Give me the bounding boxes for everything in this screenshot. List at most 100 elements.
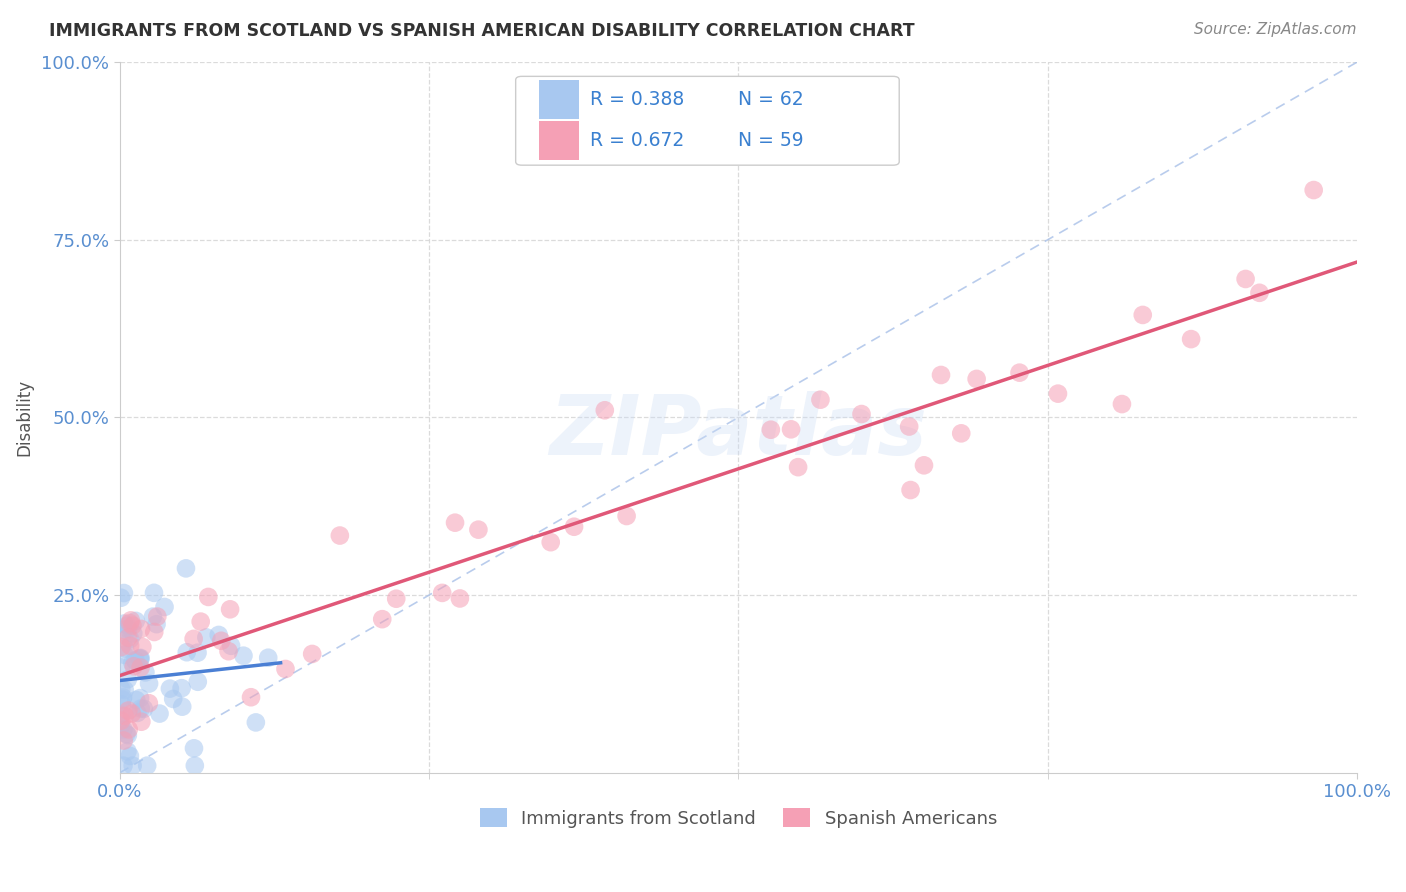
Point	[197, 590, 219, 604]
Point	[371, 612, 394, 626]
Point	[143, 625, 166, 640]
Point	[117, 618, 139, 632]
Point	[176, 645, 198, 659]
Point	[183, 632, 205, 646]
FancyBboxPatch shape	[516, 77, 900, 165]
Point	[900, 483, 922, 497]
Point	[218, 644, 240, 658]
Point	[929, 368, 952, 382]
Point	[1180, 332, 1202, 346]
Point	[187, 674, 209, 689]
Point	[117, 728, 139, 742]
Point	[110, 682, 132, 697]
Point	[122, 626, 145, 640]
Text: Source: ZipAtlas.com: Source: ZipAtlas.com	[1194, 22, 1357, 37]
Text: R = 0.672: R = 0.672	[591, 131, 685, 150]
Point	[146, 609, 169, 624]
Point	[780, 422, 803, 436]
Point	[195, 631, 218, 645]
Point	[759, 423, 782, 437]
Point	[966, 372, 988, 386]
Point	[114, 708, 136, 723]
Point	[950, 426, 973, 441]
Point	[444, 516, 467, 530]
Point	[562, 520, 585, 534]
Point	[136, 758, 159, 772]
Point	[143, 586, 166, 600]
Point	[129, 660, 152, 674]
Point	[593, 403, 616, 417]
Point	[616, 508, 638, 523]
Point	[159, 681, 181, 696]
Point	[138, 696, 160, 710]
Point	[131, 714, 153, 729]
FancyBboxPatch shape	[538, 80, 579, 120]
Point	[117, 622, 139, 636]
Point	[125, 614, 148, 628]
Point	[1046, 386, 1069, 401]
Point	[122, 659, 145, 673]
Point	[1249, 285, 1271, 300]
Point	[257, 650, 280, 665]
Point	[127, 706, 149, 720]
Point	[449, 591, 471, 606]
Point	[118, 616, 141, 631]
Point	[851, 407, 873, 421]
Point	[787, 460, 810, 475]
Point	[1302, 183, 1324, 197]
Point	[115, 727, 138, 741]
Point	[170, 681, 193, 696]
Point	[174, 561, 197, 575]
Text: N = 59: N = 59	[738, 131, 804, 150]
Point	[124, 653, 146, 667]
Point	[131, 640, 153, 654]
Point	[540, 535, 562, 549]
Point	[112, 733, 135, 747]
Point	[184, 758, 207, 772]
Point	[186, 646, 208, 660]
Point	[117, 631, 139, 645]
Point	[1234, 272, 1257, 286]
Point	[112, 758, 135, 772]
Point	[120, 613, 142, 627]
Point	[145, 617, 167, 632]
Point	[301, 647, 323, 661]
Point	[128, 651, 150, 665]
Point	[111, 698, 134, 712]
Point	[912, 458, 935, 473]
Point	[110, 660, 132, 674]
Point	[129, 651, 152, 665]
Point	[120, 632, 142, 646]
Point	[467, 523, 489, 537]
Point	[274, 662, 297, 676]
Point	[121, 706, 143, 721]
Point	[240, 690, 263, 705]
Legend: Immigrants from Scotland, Spanish Americans: Immigrants from Scotland, Spanish Americ…	[472, 801, 1004, 835]
Point	[219, 602, 242, 616]
Point	[209, 633, 232, 648]
Point	[121, 618, 143, 632]
Point	[110, 591, 132, 605]
Point	[110, 640, 132, 654]
Point	[112, 690, 135, 705]
Point	[121, 656, 143, 670]
Point	[120, 639, 142, 653]
Point	[183, 741, 205, 756]
Point	[129, 701, 152, 715]
Point	[162, 692, 184, 706]
Point	[121, 758, 143, 772]
Point	[112, 623, 135, 637]
Point	[117, 704, 139, 718]
Point	[432, 586, 454, 600]
Point	[111, 692, 134, 706]
Point	[208, 628, 231, 642]
Point	[117, 672, 139, 686]
Point	[1008, 366, 1031, 380]
Text: IMMIGRANTS FROM SCOTLAND VS SPANISH AMERICAN DISABILITY CORRELATION CHART: IMMIGRANTS FROM SCOTLAND VS SPANISH AMER…	[49, 22, 915, 40]
Point	[125, 655, 148, 669]
FancyBboxPatch shape	[538, 120, 579, 160]
Point	[172, 699, 194, 714]
Point	[118, 748, 141, 763]
Point	[114, 641, 136, 656]
Point	[112, 616, 135, 631]
